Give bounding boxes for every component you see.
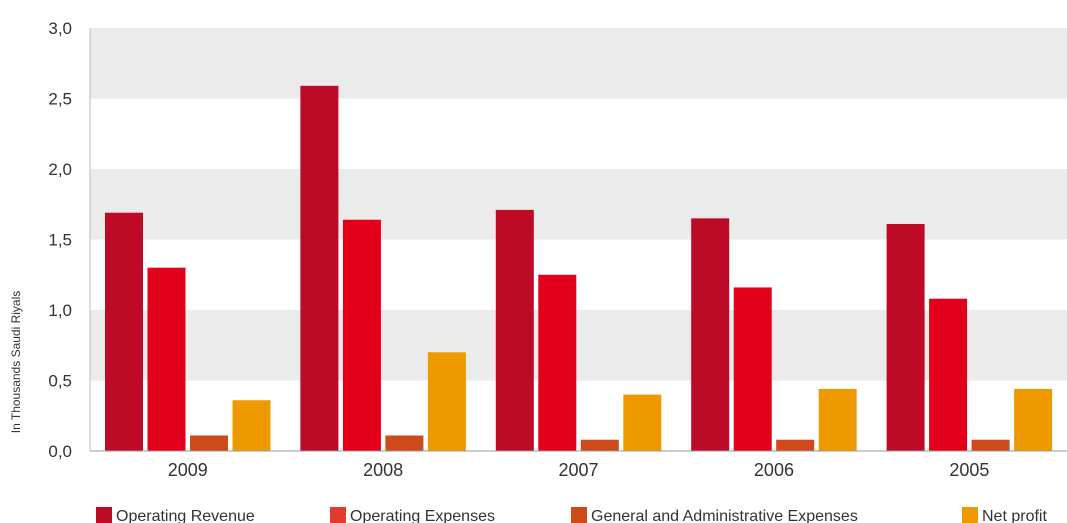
bar-operating-expenses-2007 xyxy=(538,274,577,451)
legend-label-operating-revenue: Operating Revenue xyxy=(116,508,255,523)
bar-net-profit-2008 xyxy=(427,352,466,451)
y-tick-label: 1,0 xyxy=(48,301,72,320)
bar-general-and-administrative-expenses-2007 xyxy=(580,439,619,451)
axes xyxy=(89,28,1067,452)
legend-label-operating-expenses: Operating Expenses xyxy=(350,508,495,523)
x-tick-labels: 2009 2008 2007 2006 2005 xyxy=(168,460,990,480)
bars xyxy=(105,85,1053,451)
grid-band xyxy=(90,28,1067,99)
bar-net-profit-2005 xyxy=(1014,388,1053,451)
bar-operating-revenue-2006 xyxy=(691,218,730,451)
bar-general-and-administrative-expenses-2008 xyxy=(385,435,424,451)
legend-swatch-net-profit xyxy=(962,507,978,523)
bar-general-and-administrative-expenses-2005 xyxy=(971,439,1010,451)
y-axis-label: In Thousands Saudi Riyals xyxy=(9,291,23,434)
y-tick-label: 3,0 xyxy=(48,19,72,38)
y-tick-label: 1,5 xyxy=(48,231,72,250)
legend-label-general-and-administrative-expenses: General and Administrative Expenses xyxy=(591,508,858,523)
legend: Operating Revenue Operating Expenses Gener… xyxy=(96,507,1047,523)
bar-net-profit-2009 xyxy=(232,400,271,451)
x-tick-label: 2007 xyxy=(559,460,599,480)
bar-operating-revenue-2007 xyxy=(495,209,534,451)
bar-operating-expenses-2005 xyxy=(929,298,968,451)
legend-label-net-profit: Net profit xyxy=(982,508,1047,523)
bar-operating-expenses-2008 xyxy=(342,219,381,451)
bar-operating-revenue-2009 xyxy=(105,212,143,451)
bar-operating-expenses-2006 xyxy=(733,287,772,451)
bar-general-and-administrative-expenses-2006 xyxy=(776,439,815,451)
bar-net-profit-2007 xyxy=(623,394,662,451)
y-tick-label: 2,5 xyxy=(48,90,72,109)
y-tick-label: 2,0 xyxy=(48,160,72,179)
bar-operating-expenses-2009 xyxy=(147,267,186,451)
x-tick-label: 2008 xyxy=(363,460,403,480)
legend-swatch-operating-revenue xyxy=(96,507,112,523)
x-tick-label: 2009 xyxy=(168,460,208,480)
y-tick-label: 0,0 xyxy=(48,442,72,461)
x-tick-label: 2006 xyxy=(754,460,794,480)
x-tick-label: 2005 xyxy=(949,460,989,480)
bar-general-and-administrative-expenses-2009 xyxy=(190,435,228,451)
legend-swatch-general-and-administrative-expenses xyxy=(571,507,587,523)
bar-operating-revenue-2005 xyxy=(886,223,925,451)
bar-net-profit-2006 xyxy=(818,388,857,451)
y-tick-labels: 0,0 0,5 1,0 1,5 2,0 2,5 3,0 xyxy=(48,19,72,461)
bar-operating-revenue-2008 xyxy=(300,85,339,451)
y-tick-label: 0,5 xyxy=(48,372,72,391)
legend-swatch-operating-expenses xyxy=(330,507,346,523)
